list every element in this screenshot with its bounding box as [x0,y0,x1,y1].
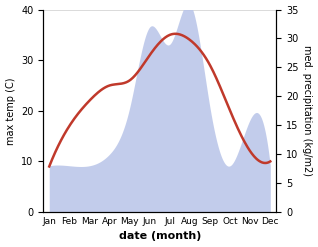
Y-axis label: max temp (C): max temp (C) [5,77,16,144]
Y-axis label: med. precipitation (kg/m2): med. precipitation (kg/m2) [302,45,313,176]
X-axis label: date (month): date (month) [119,231,201,242]
